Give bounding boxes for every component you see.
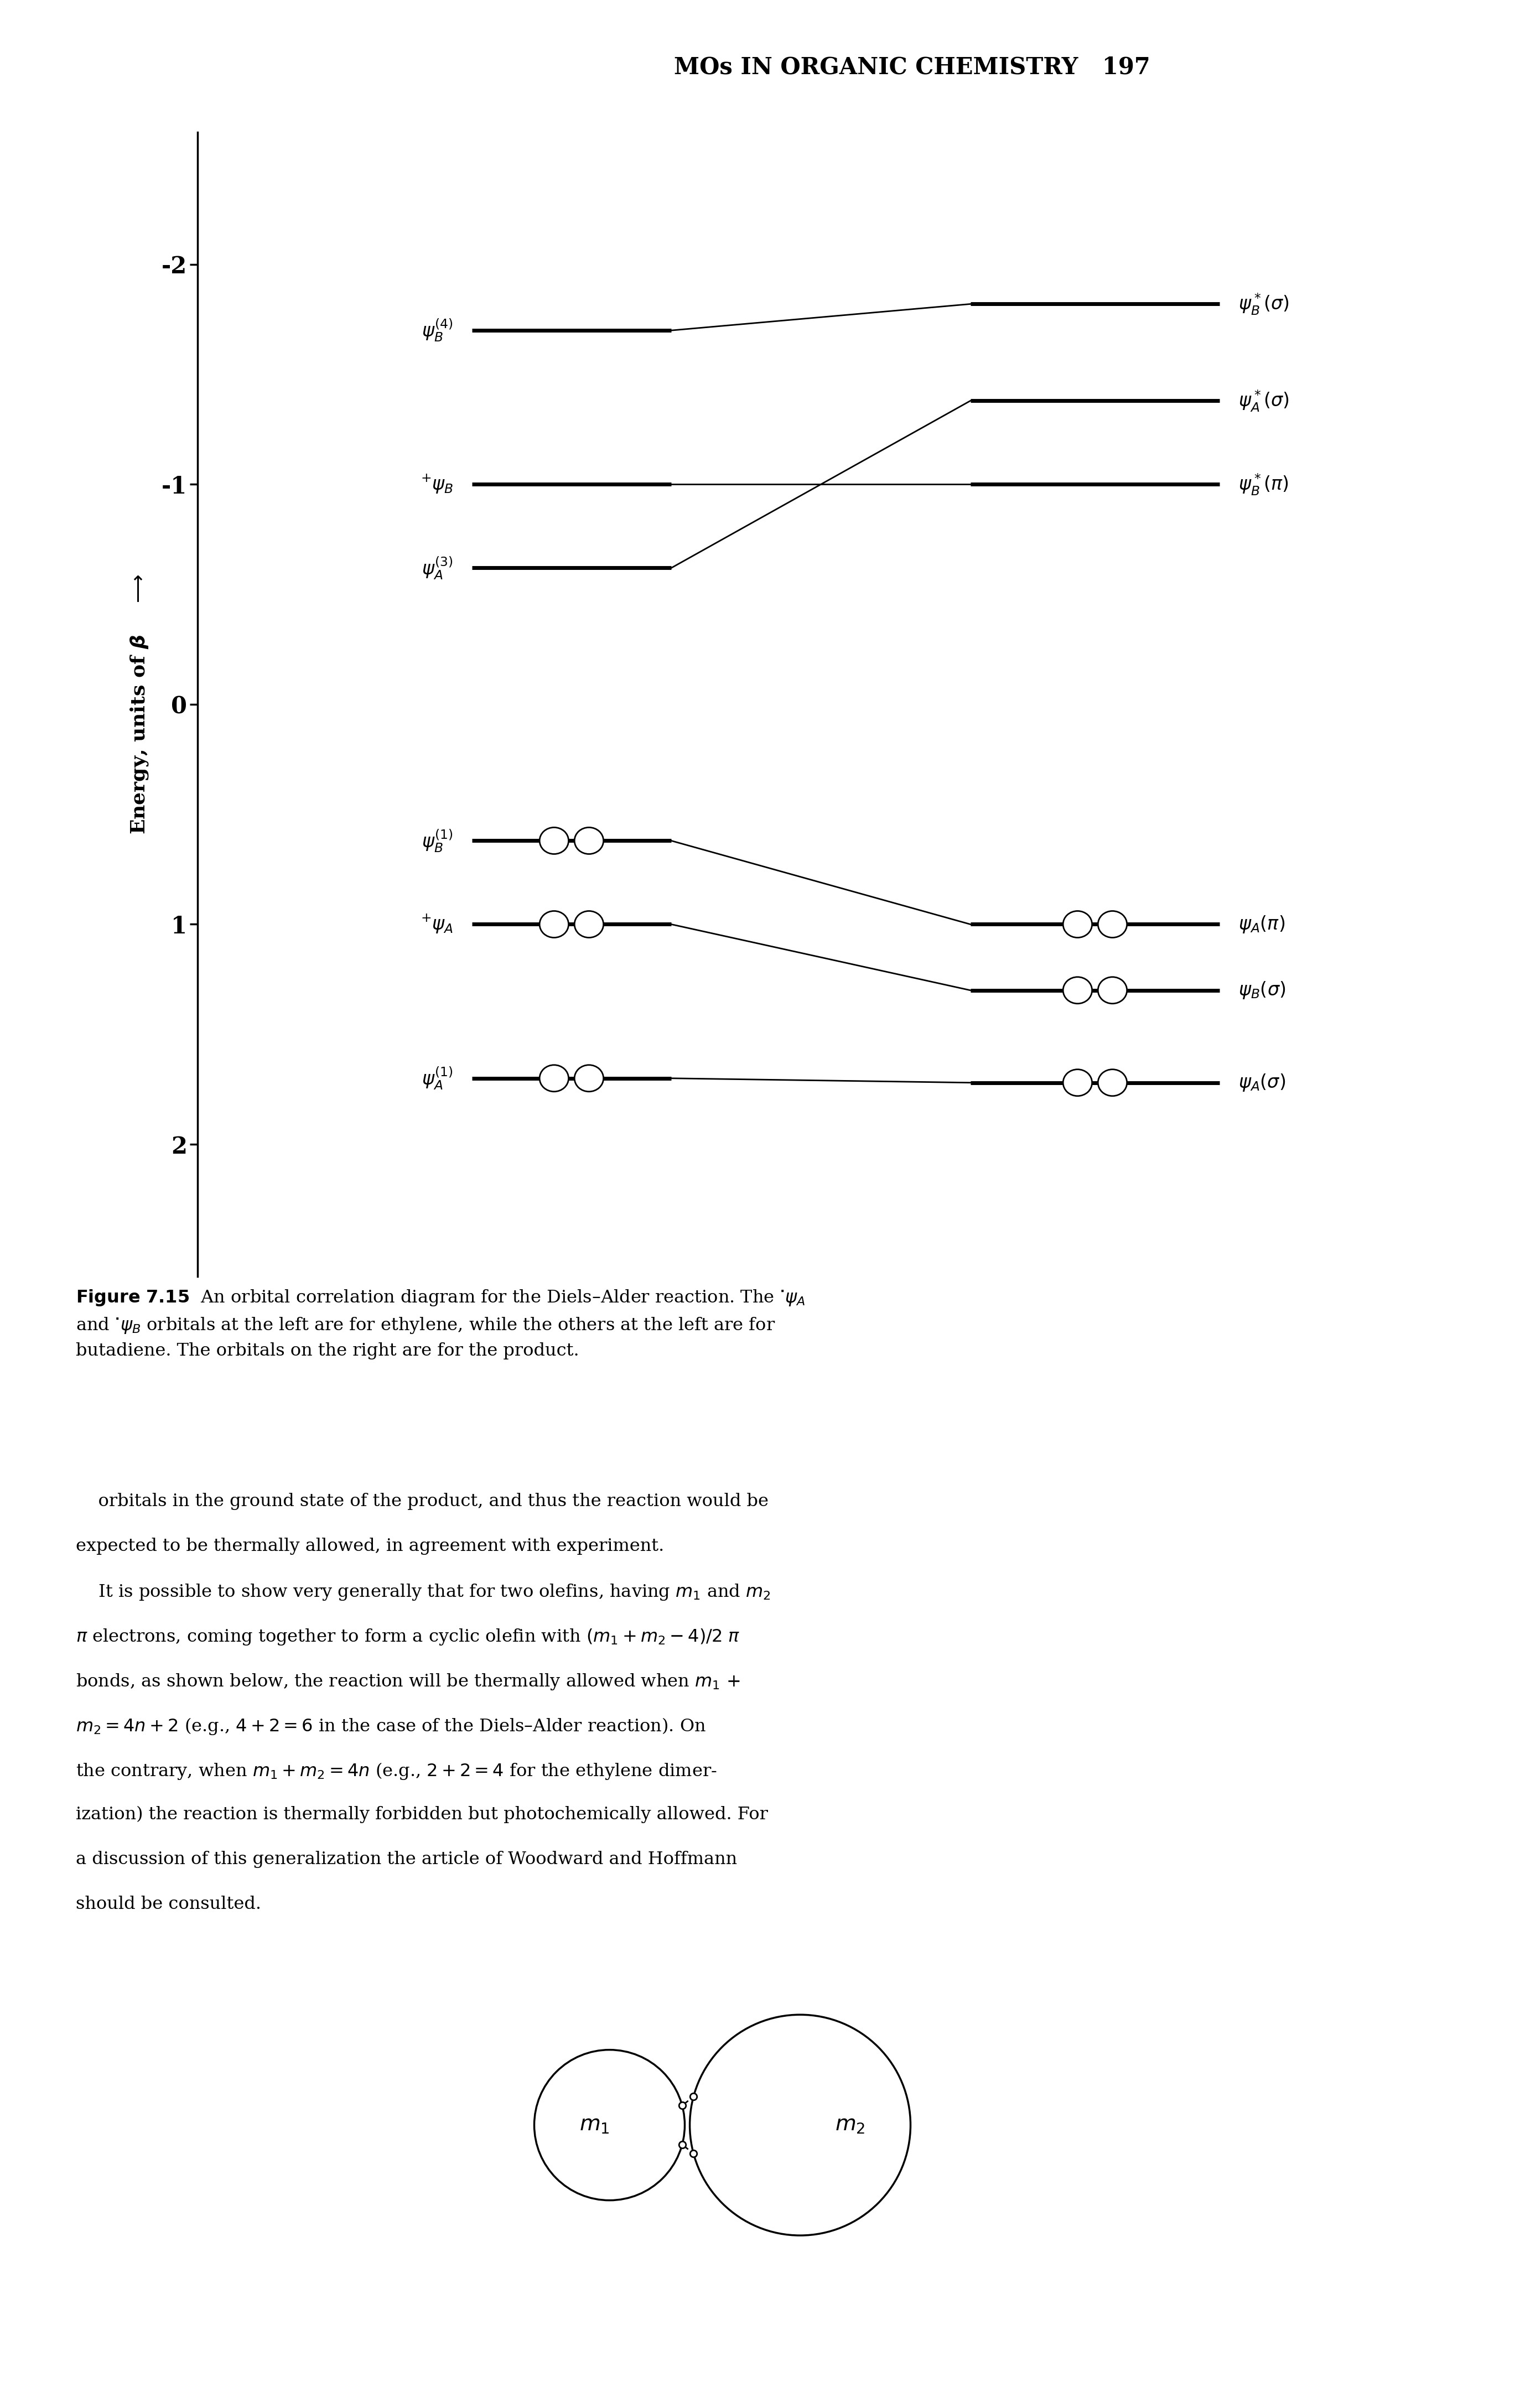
Text: $\bf{Figure\ 7.15}$  An orbital correlation diagram for the Diels–Alder reaction: $\bf{Figure\ 7.15}$ An orbital correlati…: [76, 1288, 806, 1361]
Text: $\psi_B^{(4)}$: $\psi_B^{(4)}$: [421, 318, 453, 344]
Ellipse shape: [1097, 978, 1126, 1004]
Text: $\psi_A(\sigma)$: $\psi_A(\sigma)$: [1239, 1072, 1286, 1093]
Ellipse shape: [575, 1064, 603, 1091]
Ellipse shape: [540, 910, 568, 937]
Text: $m_1$: $m_1$: [579, 2114, 610, 2136]
Text: $\psi_B(\sigma)$: $\psi_B(\sigma)$: [1239, 980, 1286, 1002]
Ellipse shape: [540, 1064, 568, 1091]
Ellipse shape: [1062, 1069, 1091, 1096]
Ellipse shape: [540, 828, 568, 855]
Text: a discussion of this generalization the article of Woodward and Hoffmann: a discussion of this generalization the …: [76, 1852, 737, 1869]
Ellipse shape: [575, 910, 603, 937]
Ellipse shape: [575, 828, 603, 855]
Text: should be consulted.: should be consulted.: [76, 1895, 261, 1912]
Text: bonds, as shown below, the reaction will be thermally allowed when $m_1$ +: bonds, as shown below, the reaction will…: [76, 1671, 740, 1690]
Text: $\pi$ electrons, coming together to form a cyclic olefin with $(m_1 + m_2 - 4)/2: $\pi$ electrons, coming together to form…: [76, 1628, 740, 1647]
Text: $\psi_B^*(\sigma)$: $\psi_B^*(\sigma)$: [1239, 291, 1289, 315]
Ellipse shape: [1097, 910, 1126, 937]
Text: $m_2$: $m_2$: [834, 2114, 865, 2136]
Text: expected to be thermally allowed, in agreement with experiment.: expected to be thermally allowed, in agr…: [76, 1539, 664, 1556]
Text: MOs IN ORGANIC CHEMISTRY   197: MOs IN ORGANIC CHEMISTRY 197: [673, 55, 1151, 79]
Text: the contrary, when $m_1 + m_2 = 4n$ (e.g., $2 + 2 = 4$ for the ethylene dimer-: the contrary, when $m_1 + m_2 = 4n$ (e.g…: [76, 1760, 717, 1782]
Text: $\psi_A^{(1)}$: $\psi_A^{(1)}$: [421, 1064, 453, 1091]
Text: $\psi_A(\pi)$: $\psi_A(\pi)$: [1239, 915, 1284, 934]
Text: $\psi_A^*(\sigma)$: $\psi_A^*(\sigma)$: [1239, 388, 1289, 414]
Y-axis label: Energy, units of $\boldsymbol{\beta}$    $\longrightarrow$: Energy, units of $\boldsymbol{\beta}$ $\…: [129, 573, 150, 836]
Text: $^+\!\psi_A$: $^+\!\psi_A$: [418, 913, 453, 934]
Text: $\psi_B^{(1)}$: $\psi_B^{(1)}$: [421, 828, 453, 852]
Text: It is possible to show very generally that for two olefins, having $m_1$ and $m_: It is possible to show very generally th…: [76, 1582, 771, 1601]
Ellipse shape: [1062, 910, 1091, 937]
Text: $\psi_B^*(\pi)$: $\psi_B^*(\pi)$: [1239, 472, 1289, 496]
Text: ization) the reaction is thermally forbidden but photochemically allowed. For: ization) the reaction is thermally forbi…: [76, 1806, 768, 1823]
Text: $\psi_A^{(3)}$: $\psi_A^{(3)}$: [421, 556, 453, 580]
Ellipse shape: [1062, 978, 1091, 1004]
Text: $m_2 = 4n + 2$ (e.g., $4 + 2 = 6$ in the case of the Diels–Alder reaction). On: $m_2 = 4n + 2$ (e.g., $4 + 2 = 6$ in the…: [76, 1717, 707, 1736]
Text: orbitals in the ground state of the product, and thus the reaction would be: orbitals in the ground state of the prod…: [76, 1493, 769, 1510]
Ellipse shape: [1097, 1069, 1126, 1096]
Text: $^+\!\psi_B$: $^+\!\psi_B$: [418, 474, 453, 496]
